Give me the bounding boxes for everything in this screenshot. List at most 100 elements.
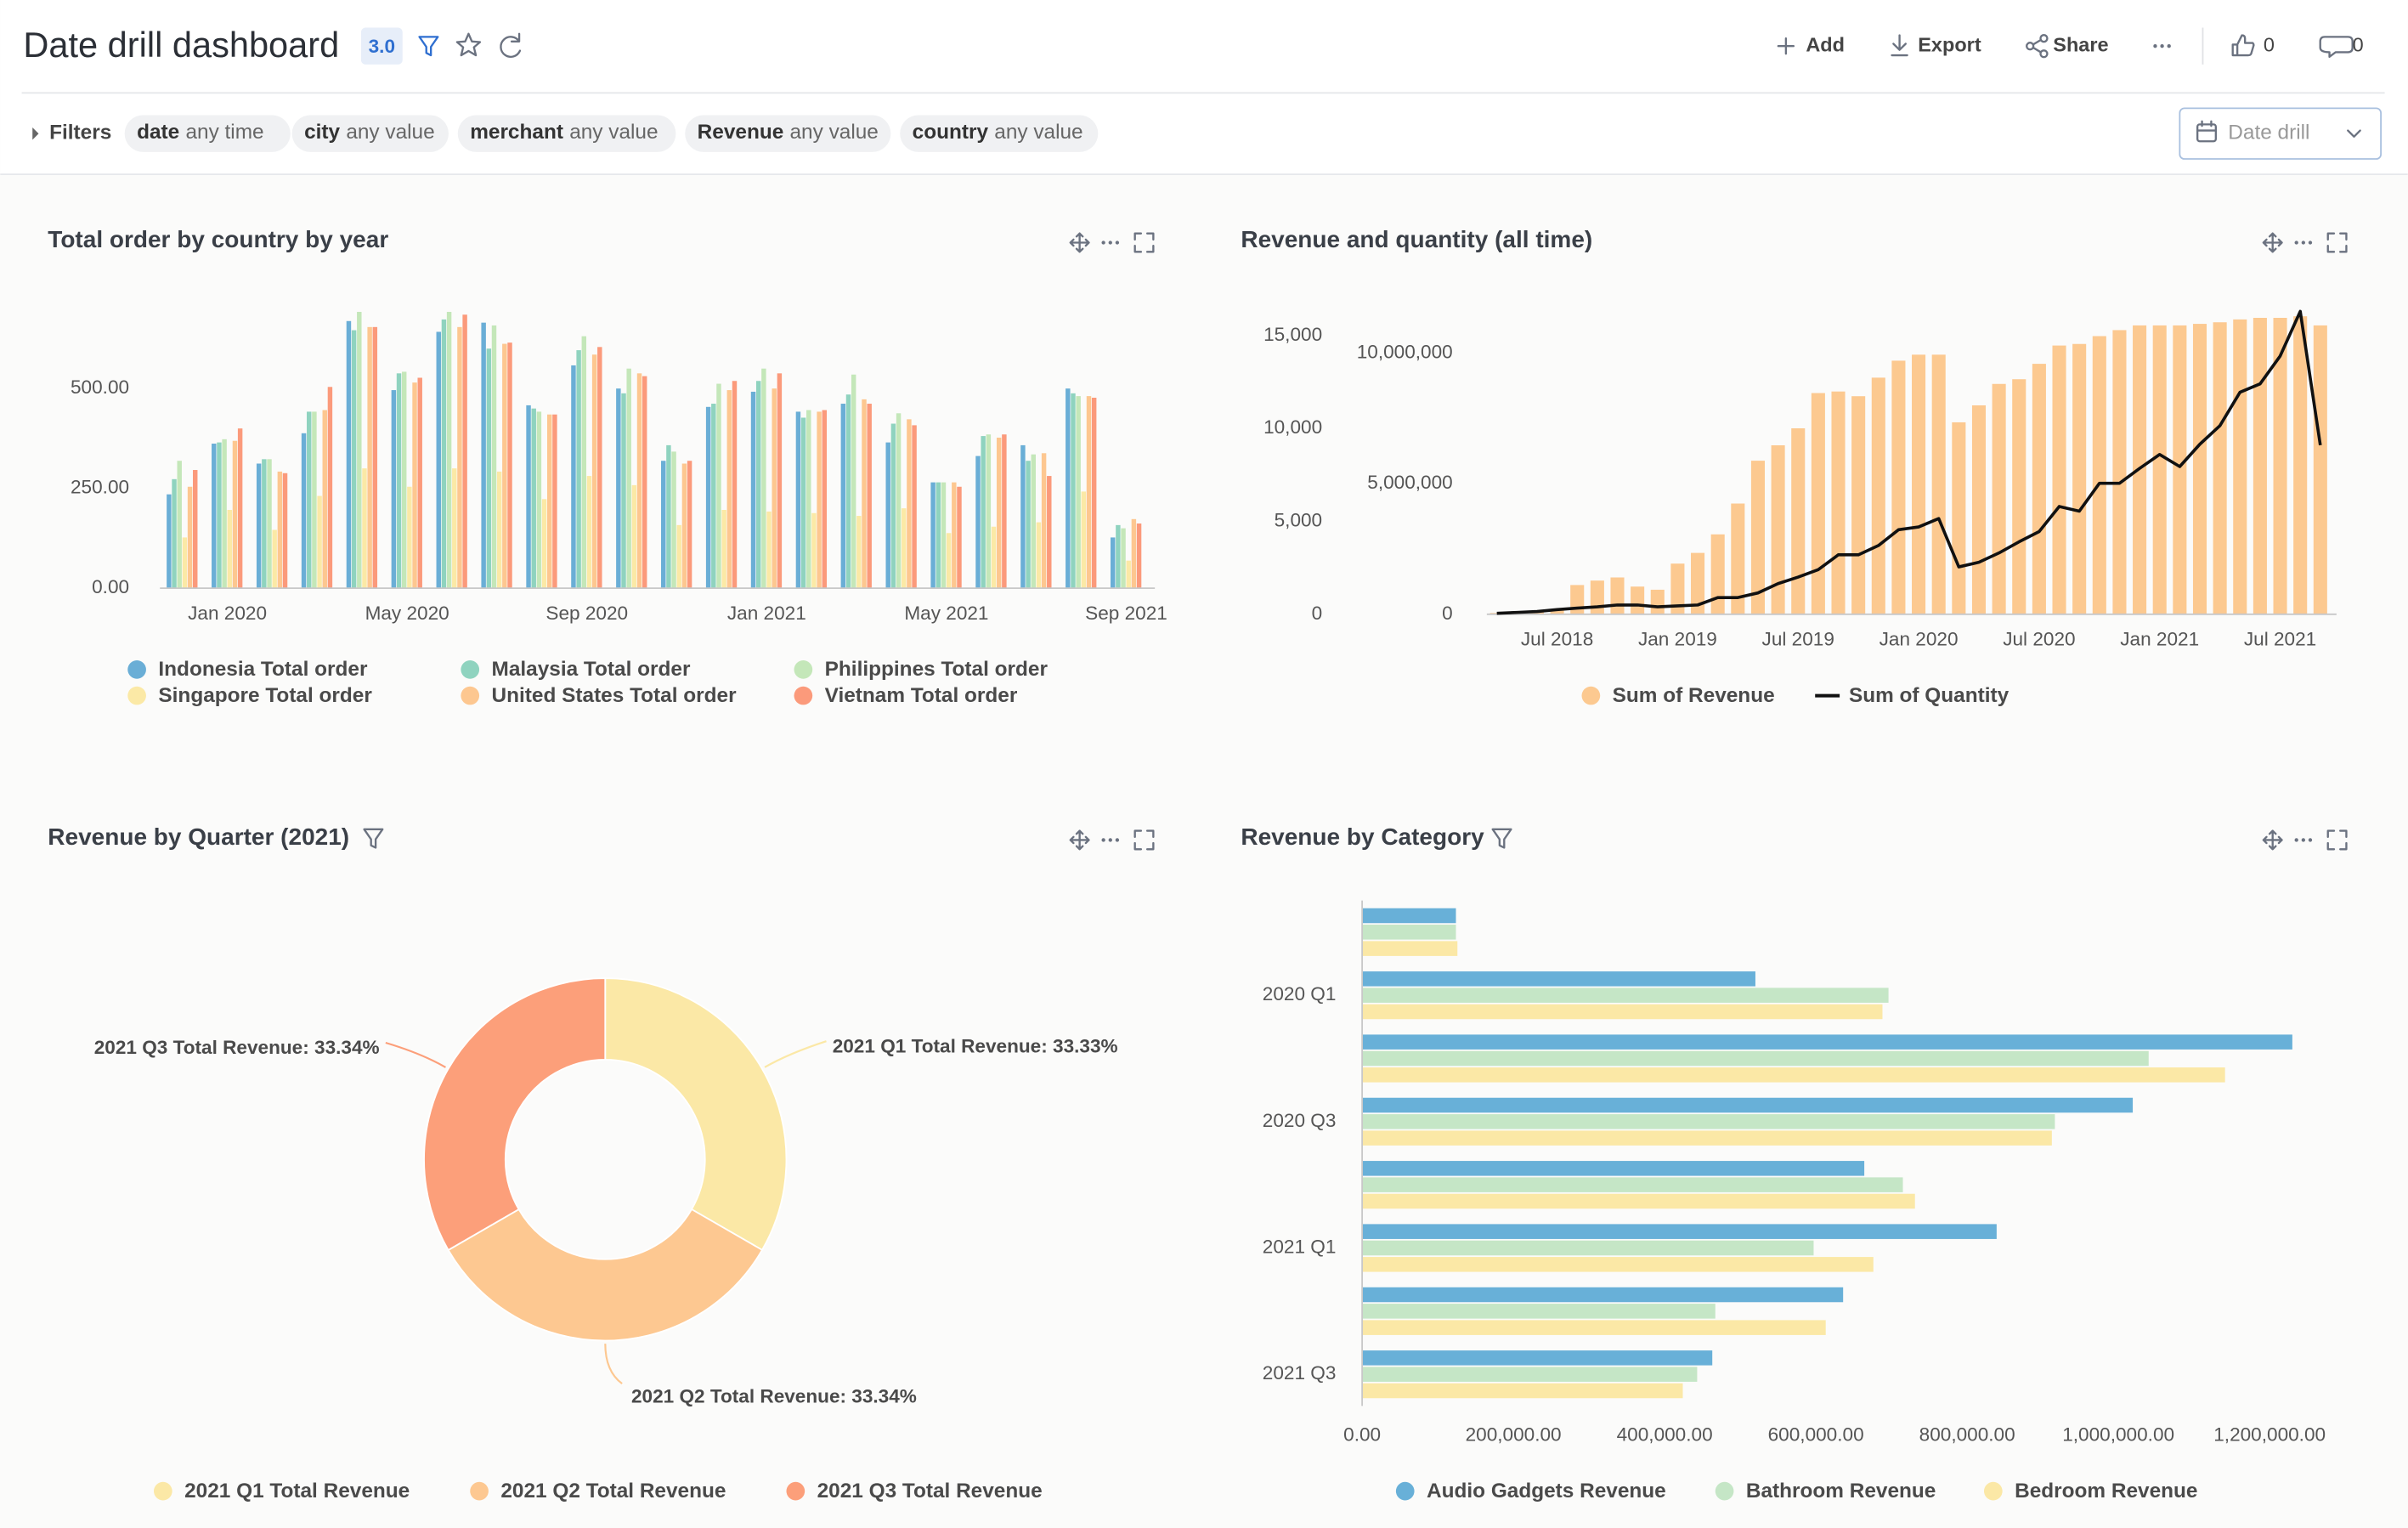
- bar: [616, 388, 621, 589]
- bar: [1912, 354, 1926, 614]
- bar: [716, 383, 721, 589]
- bar: [1631, 586, 1645, 614]
- like-icon[interactable]: [2231, 34, 2255, 57]
- bar: [351, 330, 357, 589]
- bar: [806, 410, 811, 589]
- more-icon[interactable]: [2293, 240, 2314, 246]
- bar: [547, 414, 552, 589]
- x-tick-label: 1,000,000.00: [2062, 1424, 2174, 1446]
- bar: [1731, 503, 1745, 614]
- bar: [817, 411, 822, 589]
- bar: [2313, 325, 2327, 614]
- bar: [1081, 491, 1087, 589]
- bar: [1891, 360, 1906, 614]
- more-icon[interactable]: [2293, 837, 2314, 843]
- filter-chip[interactable]: [457, 115, 676, 152]
- bar: [1362, 1320, 1826, 1335]
- more-icon[interactable]: [1100, 240, 1121, 246]
- filter-chip-text[interactable]: Revenue any value: [698, 122, 879, 144]
- bar: [890, 423, 896, 589]
- bar: [1362, 1193, 1915, 1209]
- refresh-icon[interactable]: [500, 32, 522, 58]
- bar: [1590, 580, 1604, 614]
- more-icon-glyph: [1100, 240, 1121, 246]
- more-menu[interactable]: [2152, 42, 2173, 49]
- legend-swatch: [153, 1481, 172, 1501]
- filter-chip[interactable]: [291, 115, 449, 152]
- bar: [1110, 537, 1116, 589]
- bar: [1610, 577, 1625, 614]
- filters-toggle[interactable]: [32, 127, 39, 140]
- bar: [1871, 377, 1885, 614]
- share-icon[interactable]: [2026, 34, 2049, 59]
- bar: [1126, 560, 1131, 589]
- bar: [750, 391, 756, 589]
- bar: [666, 444, 671, 589]
- bar: [1362, 1367, 1698, 1382]
- x-tick-label: Jan 2021: [2120, 629, 2199, 650]
- y2-tick-label: 0: [1312, 603, 1323, 624]
- legend-swatch: [1395, 1481, 1415, 1501]
- date-drill-select[interactable]: [2179, 107, 2382, 160]
- filter-chip[interactable]: [685, 115, 891, 152]
- bar: [631, 484, 637, 589]
- filter-chip-text[interactable]: merchant any value: [470, 122, 658, 144]
- legend-swatch: [1983, 1481, 2003, 1501]
- bar: [581, 336, 587, 589]
- version-text: 3.0: [369, 36, 395, 57]
- bar: [367, 326, 372, 589]
- donut-slice: [447, 1208, 764, 1342]
- add-button[interactable]: Add: [1806, 33, 1845, 55]
- star-icon[interactable]: [455, 32, 482, 57]
- x-tick-label: Jan 2020: [188, 603, 267, 624]
- bar: [726, 390, 732, 589]
- comment-icon[interactable]: [2319, 36, 2354, 59]
- bar: [586, 476, 592, 589]
- bar: [1362, 1304, 1716, 1319]
- filter-chip-text[interactable]: date any time: [137, 122, 263, 144]
- bar: [777, 373, 783, 589]
- bar: [1831, 391, 1846, 614]
- bar: [552, 414, 557, 589]
- more-icon[interactable]: [1100, 837, 1121, 843]
- filters-label[interactable]: Filters: [49, 122, 111, 144]
- bar: [1091, 397, 1097, 589]
- export-button[interactable]: Export: [1918, 33, 1981, 55]
- filter-field: city: [304, 122, 340, 144]
- line: [1496, 309, 2322, 615]
- filter-field: date: [137, 122, 179, 144]
- legend-swatch: [1715, 1481, 1734, 1501]
- x-tick-label: Jul 2018: [1521, 629, 1593, 650]
- legend-swatch: [127, 660, 146, 679]
- filter-chip[interactable]: [124, 115, 291, 152]
- bar: [457, 326, 462, 589]
- filter-chip-text[interactable]: country any value: [913, 122, 1083, 144]
- filter-chip[interactable]: [900, 115, 1099, 152]
- bar: [597, 347, 602, 589]
- y-tick-label: 10,000,000: [1357, 341, 1453, 362]
- filter-chip-text[interactable]: city any value: [304, 122, 435, 144]
- bar: [272, 529, 277, 589]
- filter-value: any value: [994, 122, 1082, 144]
- export-icon[interactable]: [1891, 34, 1908, 57]
- legend-label: Indonesia Total order: [158, 658, 368, 681]
- add-icon[interactable]: [1777, 37, 1795, 55]
- x-tick-label: Jan 2019: [1638, 629, 1717, 650]
- bar: [1691, 552, 1705, 614]
- date-drill-text[interactable]: Date drill: [2228, 122, 2309, 144]
- bar: [1121, 528, 1126, 589]
- bar: [227, 510, 233, 589]
- bar: [217, 442, 222, 589]
- bar: [1851, 396, 1866, 614]
- bar: [1650, 589, 1665, 614]
- share-button[interactable]: Share: [2053, 33, 2108, 55]
- bar: [1002, 434, 1007, 589]
- x-tick-label: Jan 2021: [727, 603, 806, 624]
- bar: [267, 459, 272, 589]
- bar: [436, 331, 441, 589]
- bar: [507, 342, 512, 589]
- bar: [1086, 396, 1092, 589]
- bar: [1036, 522, 1042, 589]
- donut-slice: [423, 977, 607, 1252]
